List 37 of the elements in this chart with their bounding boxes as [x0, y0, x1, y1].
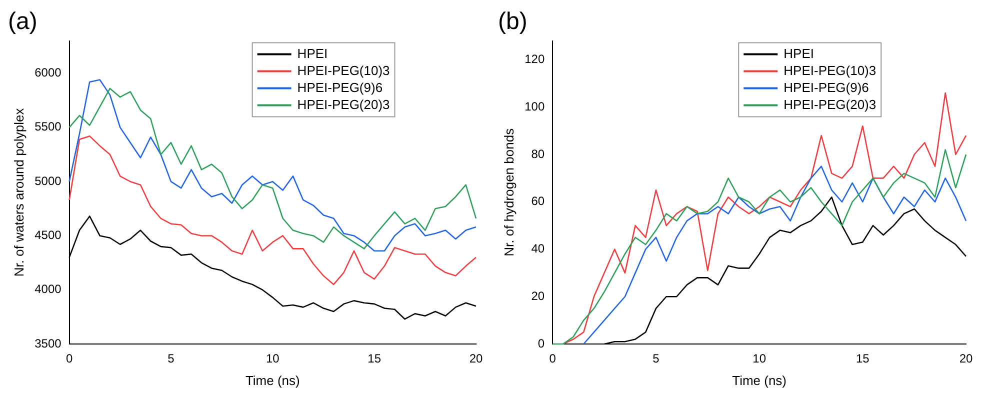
y-tick-label: 0 [538, 336, 545, 350]
chart-title: (b) [498, 8, 528, 36]
y-tick-label: 80 [531, 146, 545, 161]
y-tick-label: 5500 [34, 120, 62, 134]
y-tick-label: 120 [524, 52, 545, 66]
legend-label: HPEI-PEG(20)3 [297, 96, 390, 112]
y-tick-label: 60 [531, 194, 545, 208]
y-tick-label: 5000 [34, 174, 62, 188]
y-tick-label: 40 [531, 242, 545, 256]
x-tick-label: 15 [856, 352, 870, 366]
legend-label: HPEI-PEG(10)3 [784, 62, 876, 78]
chart-title: (a) [8, 8, 38, 36]
x-tick-label: 0 [549, 352, 556, 366]
legend-label: HPEI [297, 46, 328, 61]
legend-label: HPEI-PEG(10)3 [297, 62, 390, 78]
x-tick-label: 15 [368, 352, 382, 366]
x-tick-label: 5 [168, 352, 175, 366]
x-tick-label: 5 [652, 352, 660, 366]
y-axis-title: Nr. of hydrogen bonds [501, 128, 516, 256]
y-tick-label: 20 [531, 288, 545, 303]
y-tick-label: 4500 [34, 228, 62, 242]
x-tick-label: 10 [266, 352, 280, 366]
x-axis-title: Time (ns) [245, 372, 300, 388]
legend-label: HPEI-PEG(9)6 [784, 80, 869, 95]
x-axis-title: Time (ns) [732, 372, 787, 388]
y-axis-title: Nr. of waters around polyplex [11, 108, 26, 277]
x-tick-label: 20 [469, 352, 483, 366]
x-tick-label: 10 [752, 352, 766, 366]
legend-label: HPEI-PEG(20)3 [784, 96, 876, 112]
y-tick-label: 4000 [34, 282, 62, 296]
y-tick-label: 3500 [34, 336, 62, 350]
legend-label: HPEI [784, 46, 814, 61]
x-tick-label: 0 [66, 352, 73, 366]
y-tick-label: 6000 [34, 66, 62, 80]
y-tick-label: 100 [524, 99, 545, 114]
x-tick-label: 20 [959, 352, 973, 366]
legend-label: HPEI-PEG(9)6 [297, 80, 383, 95]
